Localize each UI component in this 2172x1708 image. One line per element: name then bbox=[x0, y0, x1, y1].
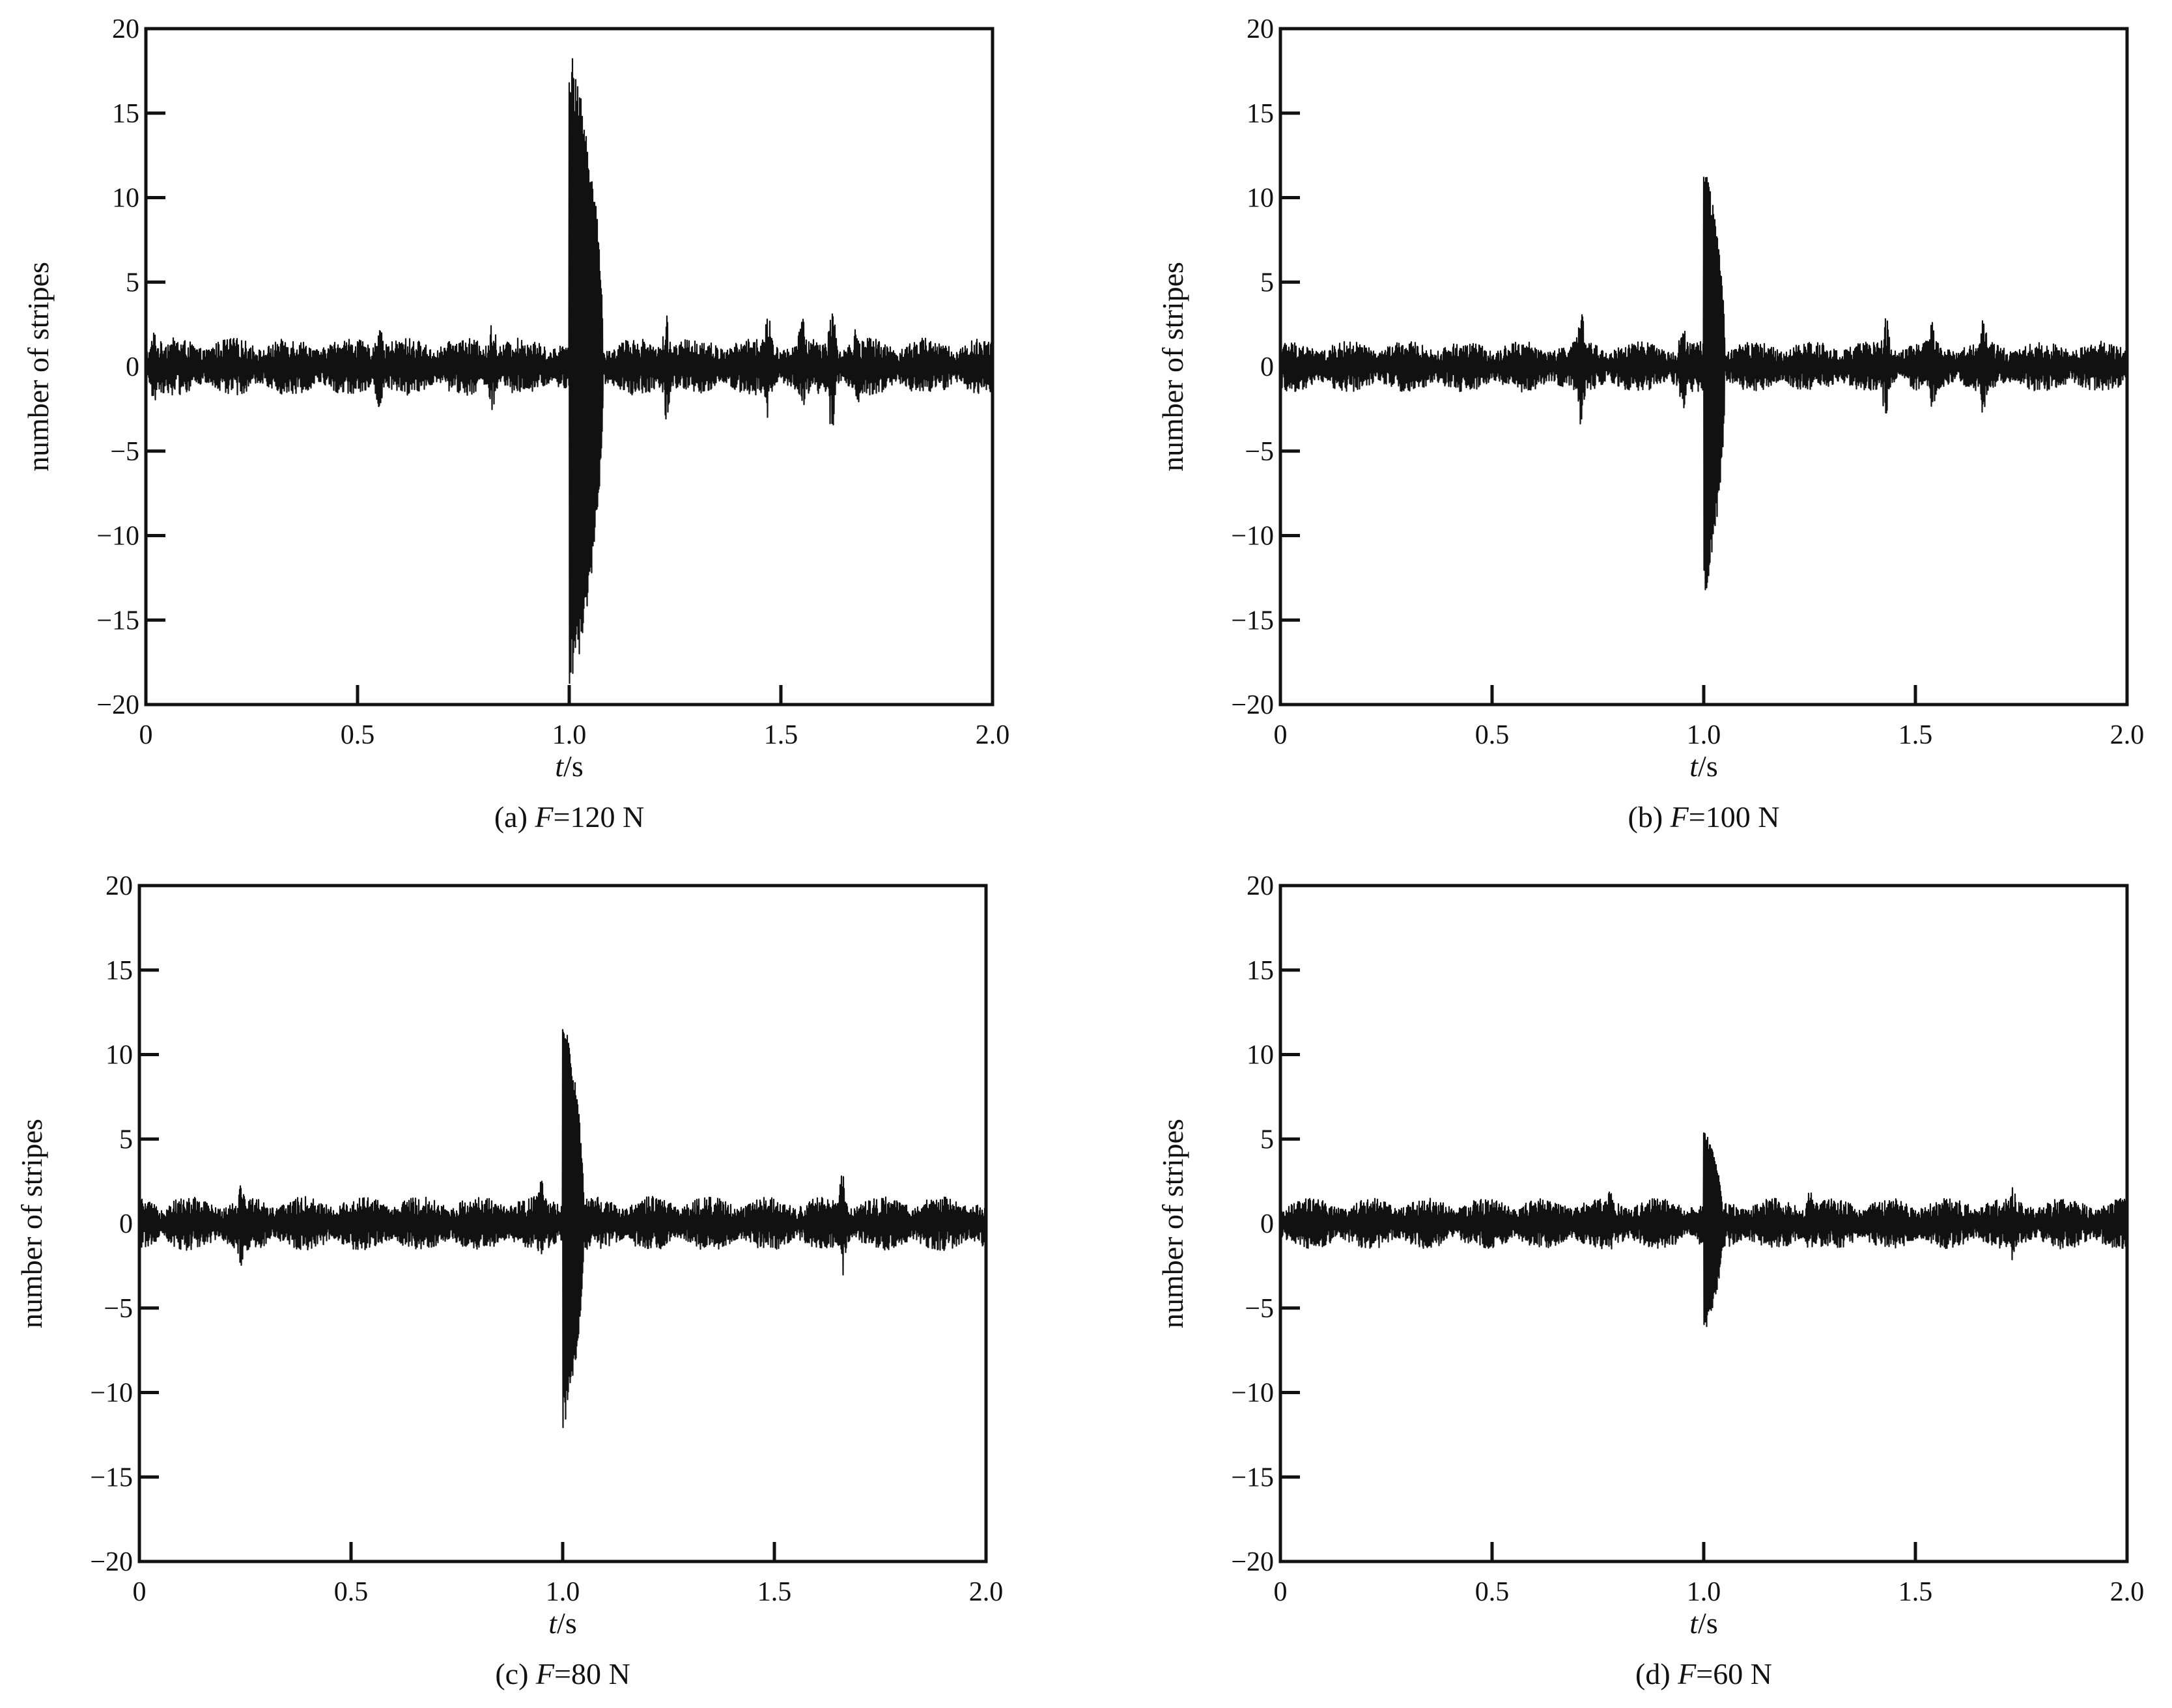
y-tick-label: −20 bbox=[96, 690, 139, 720]
x-tick-label: 1.5 bbox=[757, 1577, 792, 1607]
y-tick-label: −5 bbox=[104, 1294, 133, 1324]
x-axis-label-var: t bbox=[1689, 749, 1699, 783]
y-tick-label: 5 bbox=[1260, 1125, 1274, 1155]
x-tick-label: 0.5 bbox=[1475, 1577, 1510, 1607]
x-tick-label: 0 bbox=[133, 1577, 147, 1607]
panel-b: 0 0.5 1.0 1.5 2.0 −20 −15 −10 −5 0 5 10 15 20 t/s numbe… bbox=[1156, 14, 2144, 833]
y-tick-label: 15 bbox=[106, 956, 133, 986]
x-axis-label-unit: /s bbox=[1698, 1606, 1718, 1640]
y-tick-label: −15 bbox=[90, 1463, 133, 1492]
y-tick-label: 10 bbox=[106, 1041, 133, 1071]
y-tick-label: 10 bbox=[1247, 184, 1274, 214]
x-tick-label: 2.0 bbox=[976, 720, 1010, 750]
y-tick-label: −5 bbox=[1245, 437, 1274, 467]
x-axis-label-var: t bbox=[555, 749, 564, 783]
x-axis-label-unit: /s bbox=[563, 749, 584, 783]
x-axis-label-unit: /s bbox=[1698, 749, 1718, 783]
y-tick-label: −20 bbox=[1231, 1547, 1274, 1577]
y-axis-label: number of stripes bbox=[15, 1119, 48, 1328]
caption-rest: =120 N bbox=[554, 800, 645, 833]
y-tick-label: −10 bbox=[1231, 1379, 1274, 1408]
caption-var: F bbox=[535, 1657, 555, 1690]
series-line bbox=[1279, 176, 2128, 591]
x-axis-label: t/s bbox=[548, 1606, 576, 1640]
x-tick-label: 1.0 bbox=[1687, 1577, 1721, 1607]
x-tick-label: 0.5 bbox=[334, 1577, 369, 1607]
panel-caption: (a) F=120 N bbox=[494, 800, 644, 833]
y-tick-label: 5 bbox=[119, 1125, 133, 1155]
caption-prefix: (b) bbox=[1628, 800, 1671, 833]
y-tick-label: 20 bbox=[106, 871, 133, 901]
y-tick-label: 15 bbox=[112, 99, 139, 129]
x-axis-label: t/s bbox=[1689, 749, 1717, 783]
x-tick-label: 1.0 bbox=[1687, 720, 1721, 750]
x-axis-label: t/s bbox=[555, 749, 583, 783]
x-tick-label: 2.0 bbox=[969, 1577, 1004, 1607]
caption-var: F bbox=[1670, 800, 1689, 833]
y-tick-label: 0 bbox=[126, 352, 139, 382]
x-tick-label: 1.5 bbox=[1898, 1577, 1933, 1607]
x-axis-label: t/s bbox=[1689, 1606, 1717, 1640]
caption-rest: =60 N bbox=[1696, 1657, 1772, 1690]
y-tick-label: −15 bbox=[1231, 1463, 1274, 1492]
y-tick-label: −10 bbox=[1231, 522, 1274, 552]
y-tick-label: −10 bbox=[96, 522, 139, 552]
x-tick-label: 2.0 bbox=[2110, 1577, 2145, 1607]
y-tick-label: 20 bbox=[1247, 14, 1274, 44]
y-tick-label: 0 bbox=[119, 1209, 133, 1239]
y-tick-label: −20 bbox=[1231, 690, 1274, 720]
panel-caption: (d) F=60 N bbox=[1635, 1657, 1772, 1690]
caption-var: F bbox=[1677, 1657, 1697, 1690]
series-line bbox=[1279, 1132, 2128, 1328]
panel-caption: (c) F=80 N bbox=[495, 1657, 630, 1690]
y-tick-label: 0 bbox=[1260, 352, 1274, 382]
y-axis-label: number of stripes bbox=[21, 262, 55, 471]
x-tick-label: 2.0 bbox=[2110, 720, 2145, 750]
panel-a: 0 0.5 1.0 1.5 2.0 −20 −15 −10 −5 0 5 10 15 20 t/s numbe… bbox=[21, 14, 1009, 833]
caption-prefix: (d) bbox=[1635, 1657, 1678, 1690]
caption-prefix: (a) bbox=[494, 800, 535, 833]
caption-rest: =100 N bbox=[1689, 800, 1780, 833]
y-tick-label: 10 bbox=[112, 184, 139, 214]
series-line bbox=[145, 58, 994, 684]
y-tick-label: 20 bbox=[1247, 871, 1274, 901]
x-axis-label-var: t bbox=[548, 1606, 557, 1640]
y-tick-label: 15 bbox=[1247, 99, 1274, 129]
x-tick-label: 0.5 bbox=[341, 720, 375, 750]
x-tick-label: 1.5 bbox=[764, 720, 798, 750]
y-tick-label: −20 bbox=[90, 1547, 133, 1577]
x-tick-label: 1.5 bbox=[1898, 720, 1933, 750]
y-axis-label: number of stripes bbox=[1156, 262, 1189, 471]
x-tick-label: 1.0 bbox=[552, 720, 587, 750]
y-tick-label: −10 bbox=[90, 1379, 133, 1408]
y-tick-label: −15 bbox=[1231, 606, 1274, 636]
caption-prefix: (c) bbox=[495, 1657, 536, 1690]
y-tick-label: 5 bbox=[1260, 268, 1274, 298]
x-axis-label-unit: /s bbox=[557, 1606, 577, 1640]
x-axis-label-var: t bbox=[1689, 1606, 1699, 1640]
y-tick-label: 5 bbox=[126, 268, 139, 298]
x-tick-label: 0 bbox=[1274, 1577, 1288, 1607]
x-tick-label: 0 bbox=[139, 720, 153, 750]
x-tick-label: 0 bbox=[1274, 720, 1288, 750]
caption-rest: =80 N bbox=[554, 1657, 630, 1690]
caption-var: F bbox=[534, 800, 554, 833]
x-tick-label: 0.5 bbox=[1475, 720, 1510, 750]
x-tick-label: 1.0 bbox=[546, 1577, 580, 1607]
y-tick-label: −15 bbox=[96, 606, 139, 636]
y-tick-label: 10 bbox=[1247, 1041, 1274, 1071]
y-tick-label: −5 bbox=[110, 437, 139, 467]
y-tick-label: 15 bbox=[1247, 956, 1274, 986]
panel-d: 0 0.5 1.0 1.5 2.0 −20 −15 −10 −5 0 5 10 15 20 t/s numbe… bbox=[1156, 871, 2144, 1690]
y-tick-label: 20 bbox=[112, 14, 139, 44]
y-tick-label: 0 bbox=[1260, 1209, 1274, 1239]
panel-caption: (b) F=100 N bbox=[1628, 800, 1780, 833]
y-axis-label: number of stripes bbox=[1156, 1119, 1189, 1328]
panel-c: 0 0.5 1.0 1.5 2.0 −20 −15 −10 −5 0 5 10 15 20 t/s numbe… bbox=[15, 871, 1003, 1690]
y-tick-label: −5 bbox=[1245, 1294, 1274, 1324]
series-line bbox=[138, 1029, 987, 1429]
